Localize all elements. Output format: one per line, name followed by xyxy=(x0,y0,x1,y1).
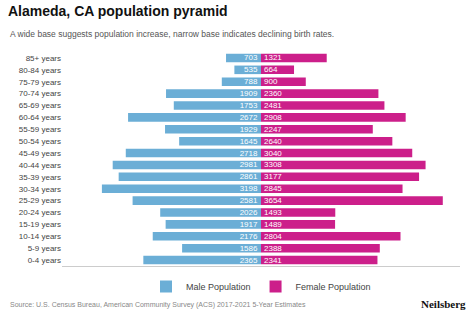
svg-text:900: 900 xyxy=(264,77,278,86)
svg-text:2360: 2360 xyxy=(264,89,282,98)
svg-text:664: 664 xyxy=(264,65,278,74)
svg-text:2861: 2861 xyxy=(240,172,258,181)
svg-text:2026: 2026 xyxy=(240,208,258,217)
svg-text:1929: 1929 xyxy=(240,125,258,134)
svg-text:25-29 years: 25-29 years xyxy=(19,196,61,205)
svg-text:Male Population: Male Population xyxy=(186,282,251,292)
svg-text:3177: 3177 xyxy=(264,172,282,181)
svg-text:2718: 2718 xyxy=(240,149,258,158)
svg-text:30-34 years: 30-34 years xyxy=(19,185,61,194)
svg-text:1645: 1645 xyxy=(240,137,258,146)
svg-text:3654: 3654 xyxy=(264,196,282,205)
svg-text:60-64 years: 60-64 years xyxy=(19,113,61,122)
svg-text:788: 788 xyxy=(244,77,258,86)
svg-text:3198: 3198 xyxy=(240,184,258,193)
svg-text:70-74 years: 70-74 years xyxy=(19,89,61,98)
svg-text:3040: 3040 xyxy=(264,149,282,158)
svg-text:2981: 2981 xyxy=(240,160,258,169)
svg-text:2581: 2581 xyxy=(240,196,258,205)
svg-text:2672: 2672 xyxy=(240,113,258,122)
svg-text:2908: 2908 xyxy=(264,113,282,122)
svg-text:2481: 2481 xyxy=(264,101,282,110)
svg-text:55-59 years: 55-59 years xyxy=(19,125,61,134)
svg-text:10-14 years: 10-14 years xyxy=(19,232,61,241)
svg-text:1321: 1321 xyxy=(264,53,282,62)
svg-text:703: 703 xyxy=(244,53,258,62)
svg-text:20-24 years: 20-24 years xyxy=(19,208,61,217)
svg-text:A wide base suggests populatio: A wide base suggests population increase… xyxy=(10,29,334,39)
svg-text:Source: U.S. Census Bureau, Am: Source: U.S. Census Bureau, American Com… xyxy=(10,301,306,309)
svg-text:45-49 years: 45-49 years xyxy=(19,149,61,158)
svg-text:Neilsberg: Neilsberg xyxy=(421,298,466,310)
svg-text:Alameda, CA population pyramid: Alameda, CA population pyramid xyxy=(8,3,228,19)
svg-text:2365: 2365 xyxy=(240,256,258,265)
svg-text:1489: 1489 xyxy=(264,220,282,229)
svg-text:535: 535 xyxy=(244,65,258,74)
svg-text:3308: 3308 xyxy=(264,160,282,169)
svg-text:65-69 years: 65-69 years xyxy=(19,101,61,110)
svg-text:80-84 years: 80-84 years xyxy=(19,66,61,75)
svg-text:1909: 1909 xyxy=(240,89,258,98)
svg-text:2247: 2247 xyxy=(264,125,282,134)
svg-text:85+ years: 85+ years xyxy=(26,54,61,63)
svg-text:2804: 2804 xyxy=(264,232,282,241)
svg-text:1586: 1586 xyxy=(240,244,258,253)
svg-text:50-54 years: 50-54 years xyxy=(19,137,61,146)
svg-text:2845: 2845 xyxy=(264,184,282,193)
svg-text:40-44 years: 40-44 years xyxy=(19,161,61,170)
svg-text:0-4 years: 0-4 years xyxy=(28,256,61,265)
svg-text:75-79 years: 75-79 years xyxy=(19,78,61,87)
svg-text:15-19 years: 15-19 years xyxy=(19,220,61,229)
svg-text:2388: 2388 xyxy=(264,244,282,253)
svg-text:1917: 1917 xyxy=(240,220,258,229)
svg-text:2341: 2341 xyxy=(264,256,282,265)
svg-text:2176: 2176 xyxy=(240,232,258,241)
svg-text:1753: 1753 xyxy=(240,101,258,110)
svg-text:5-9 years: 5-9 years xyxy=(28,244,61,253)
svg-text:2640: 2640 xyxy=(264,137,282,146)
svg-text:35-39 years: 35-39 years xyxy=(19,173,61,182)
svg-text:1493: 1493 xyxy=(264,208,282,217)
svg-text:Female Population: Female Population xyxy=(296,282,371,292)
